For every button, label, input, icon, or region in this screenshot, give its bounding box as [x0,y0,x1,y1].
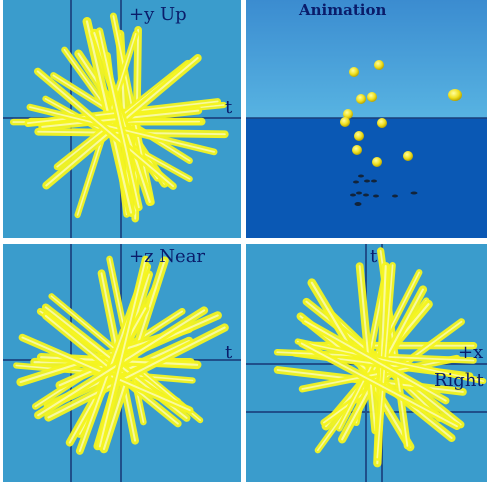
ball-shadow [392,194,398,198]
ball [448,89,462,101]
ball-shadow [371,179,377,183]
shadow-group [350,174,418,206]
ball-shadow [353,180,359,184]
plot-canvas: +y Up t [3,0,241,238]
ball [403,151,413,161]
ball-shadow [410,191,418,195]
trajectory-ray [98,258,147,448]
sky [246,0,487,120]
ball [374,60,384,70]
plot-canvas: t +x Right [246,244,487,482]
trajectory-ray [98,30,140,209]
plot-canvas: +z Near t [3,244,241,482]
animation-title: Animation [298,1,386,19]
ball-shadow [354,202,362,206]
ball [343,109,353,119]
trajectory-ray [296,340,484,382]
vertical-axis-label: +z Near [129,246,205,267]
ray-group [9,12,229,223]
vertical-axis-label: +y Up [129,4,187,25]
trajectory-ray [300,342,458,428]
horizontal-axis-label: +x [458,342,483,363]
ball [349,67,359,77]
ball [354,131,364,141]
trajectory-ray [36,70,175,188]
ball-shadow [364,179,370,183]
ball [352,145,362,155]
ball-shadow [373,194,379,198]
horizontal-axis-label: t [225,342,233,363]
plot-panel-t-y[interactable]: +y Up t [3,0,241,238]
ball [340,117,350,127]
ray-group [273,247,487,468]
trajectory-ray [304,320,447,402]
vertical-axis-label: t [370,246,378,267]
plot-panel-x-t[interactable]: t +x Right [246,244,487,482]
ball [372,157,382,167]
ball-shadow [363,193,369,197]
animation-panel[interactable]: Animation [246,0,487,238]
trajectory-ray [358,265,377,432]
ball-shadow [350,193,356,197]
ball-shadow [356,191,362,195]
ball [377,118,387,128]
ball-shadow [358,174,364,178]
ball [356,94,366,104]
ball-group [340,60,462,167]
animation-canvas: Animation [246,0,487,238]
plot-panel-t-z[interactable]: +z Near t [3,244,241,482]
ray-group [13,255,229,455]
horizontal-axis-sublabel: Right [434,370,484,391]
trajectory-ray [47,326,226,419]
ball [367,92,377,102]
water [246,118,487,238]
horizontal-axis-label: t [225,97,233,118]
